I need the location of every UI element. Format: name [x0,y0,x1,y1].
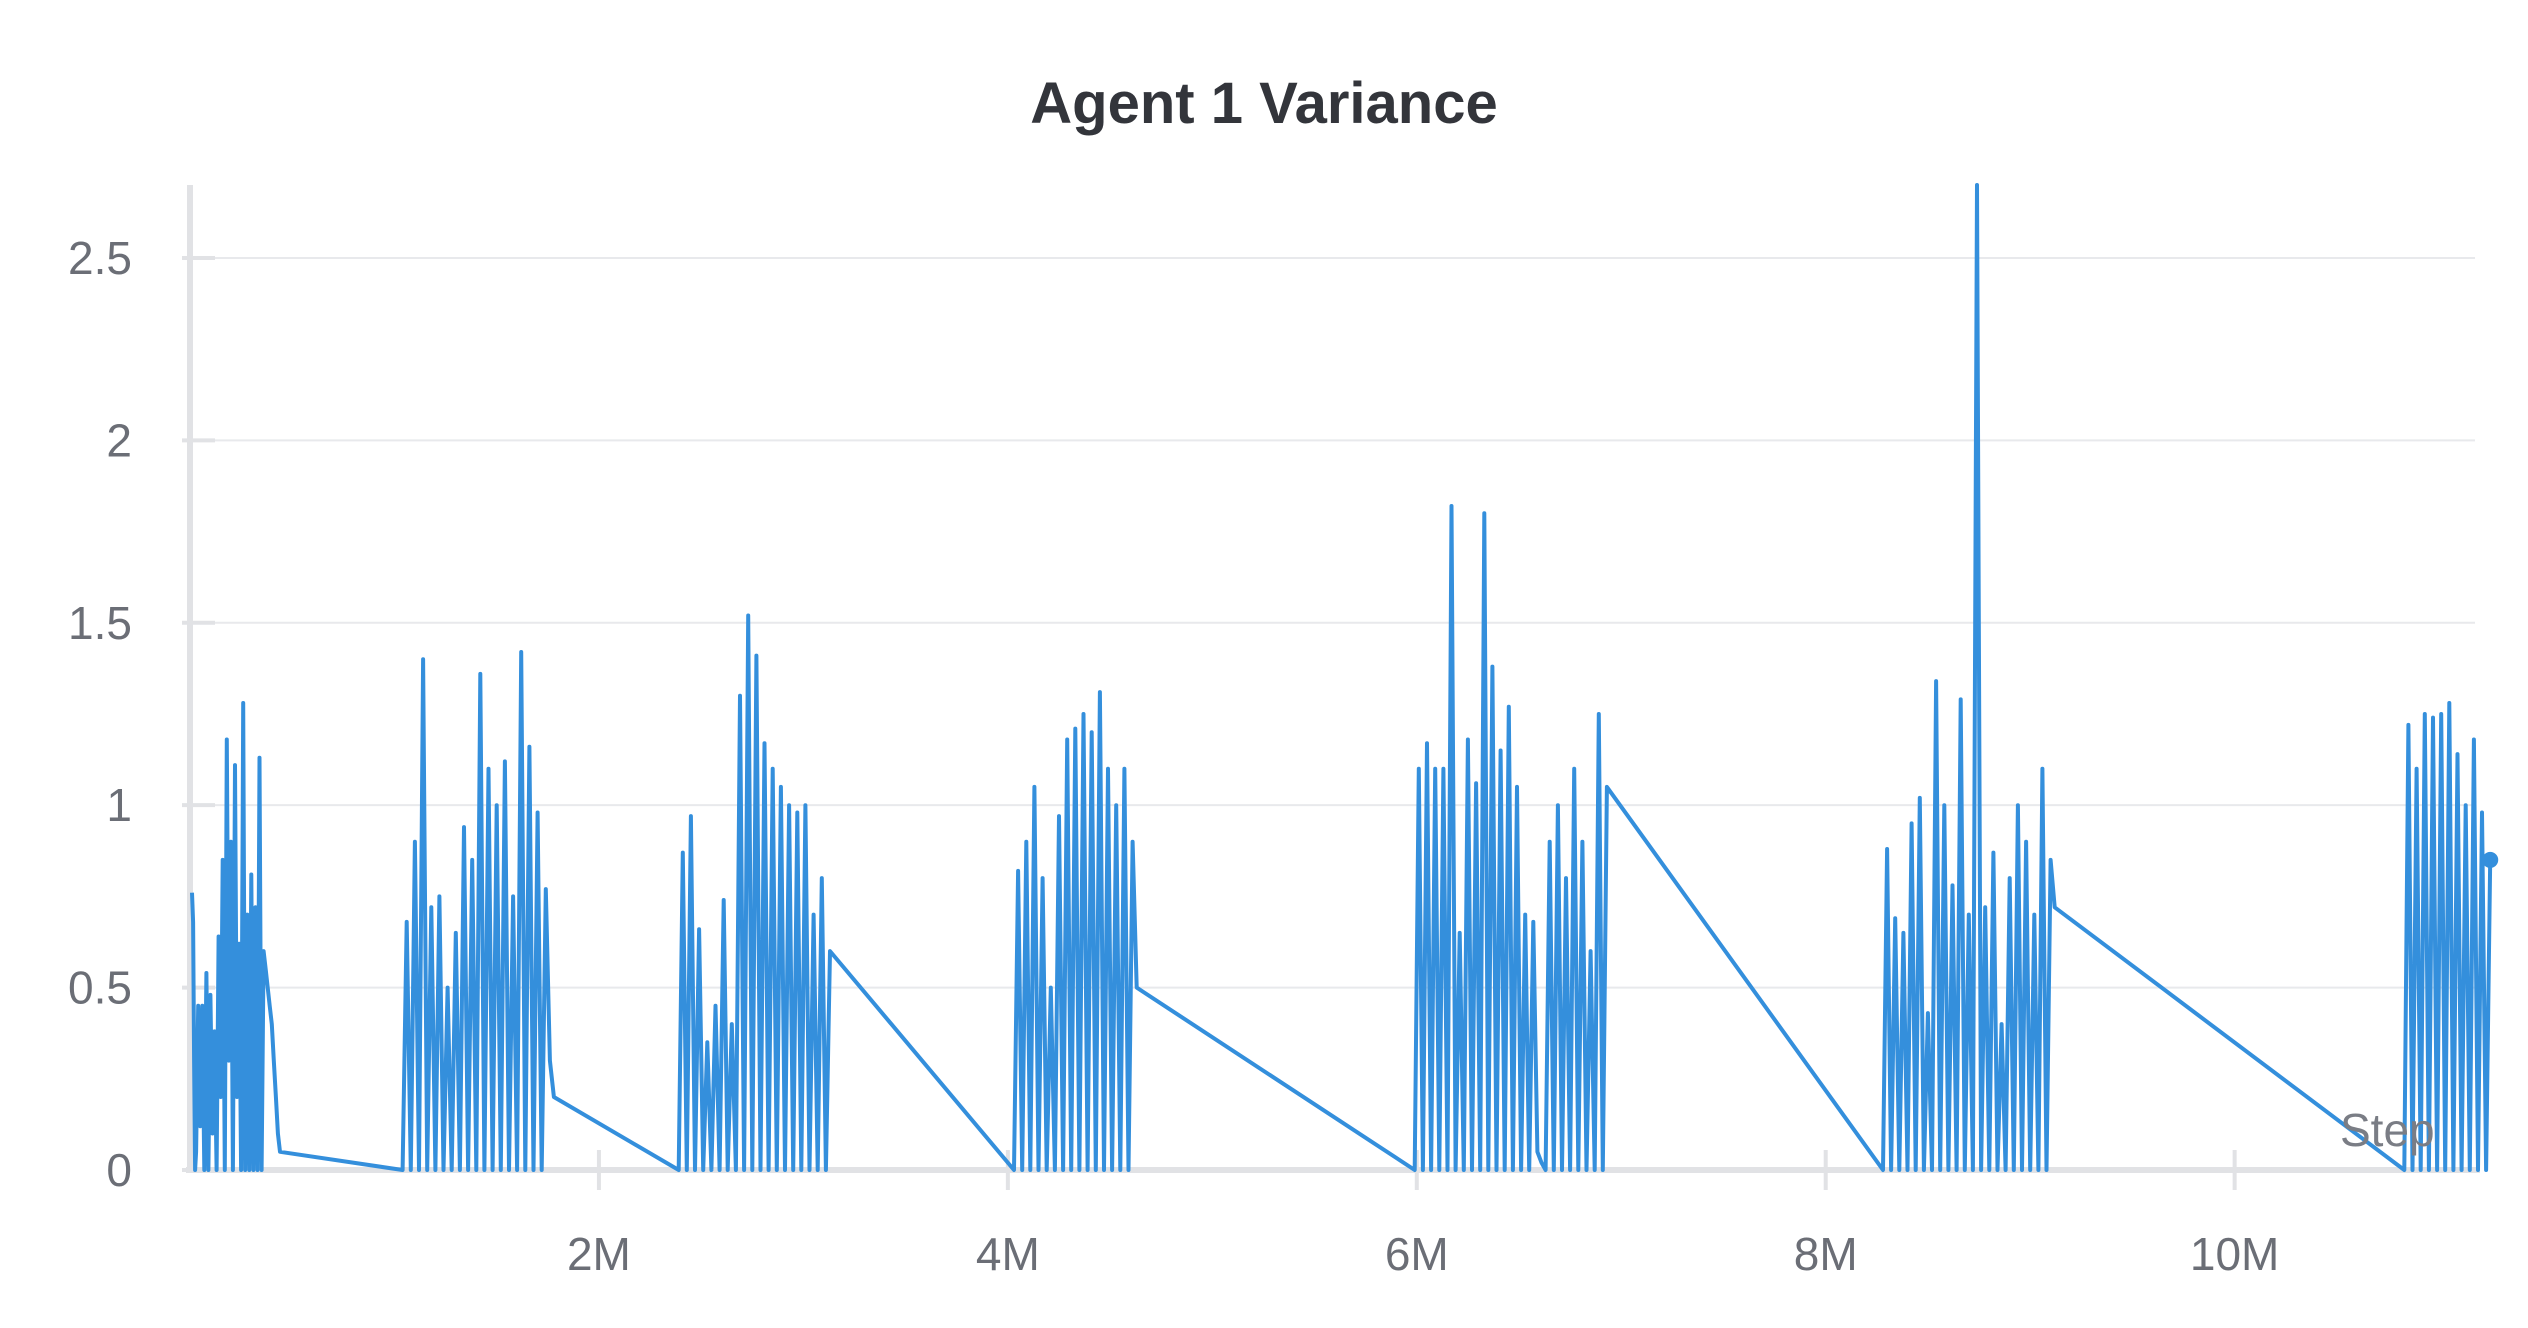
x-axis-label: Step [2340,1104,2435,1156]
y-tick-label: 1.5 [68,597,132,649]
series-line [190,183,2493,1172]
x-tick-label: 8M [1794,1228,1858,1280]
y-tick-label: 0 [106,1144,132,1196]
y-tick-label: 0.5 [68,962,132,1014]
x-ticks: 2M 4M 6M 8M 10M [567,1150,2279,1280]
y-tick-label: 1 [106,779,132,831]
series-end-point [2482,851,2499,868]
y-tick-label: 2.5 [68,232,132,284]
series-group [190,183,2499,1172]
y-tick-label: 2 [106,414,132,466]
y-ticks: 0 0.5 1 1.5 2 2.5 [68,232,215,1196]
x-tick-label: 4M [976,1228,1040,1280]
x-tick-label: 6M [1385,1228,1449,1280]
grid-lines [200,256,2475,989]
x-tick-label: 10M [2190,1228,2279,1280]
chart-title: Agent 1 Variance [1030,71,1498,136]
x-tick-label: 2M [567,1228,631,1280]
